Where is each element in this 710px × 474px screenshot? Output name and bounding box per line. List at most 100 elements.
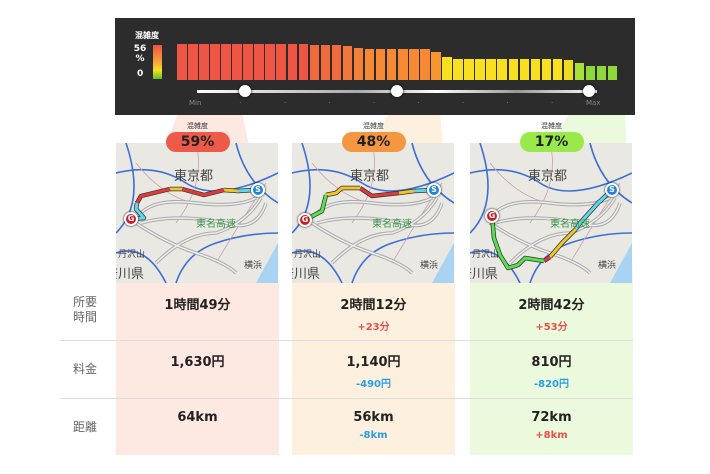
distance-diff: +8km (535, 430, 568, 441)
congestion-badge: 59% (165, 132, 230, 152)
congestion-bar (254, 44, 264, 80)
congestion-bar (431, 52, 441, 80)
map-label-tanzawa: 丹沢山 (472, 250, 500, 260)
congestion-bar (287, 44, 297, 80)
distance-diff: -8km (359, 430, 388, 441)
congestion-bar (607, 65, 618, 80)
congestion-bar (364, 49, 375, 80)
congestion-bar (199, 44, 209, 80)
congestion-bar (563, 60, 574, 80)
congestion-bar (442, 56, 452, 80)
route-segment (359, 186, 400, 198)
congestion-bar (585, 65, 596, 80)
route-segment (223, 188, 239, 193)
time-value: 2時間12分 (340, 298, 407, 313)
congestion-bar (398, 49, 408, 80)
map-label-kanagawa: 神奈川県 (292, 267, 321, 282)
congestion-bar (177, 44, 187, 80)
slider-tick: · (328, 99, 331, 107)
congestion-bar (552, 58, 563, 80)
slider-knob[interactable] (583, 85, 595, 97)
route-2-distance: 56km -8km (292, 410, 455, 441)
congestion-panel: 混雑度 56% 0 Min Max · · · · · · · · (115, 18, 635, 115)
slider-tick: · (506, 99, 509, 107)
congestion-bar (243, 44, 253, 80)
route-1-column (116, 283, 279, 455)
row-divider (60, 340, 633, 341)
congestion-bar (353, 47, 364, 80)
route-2-fee: 1,140円 -490円 (292, 351, 455, 390)
slider-knob[interactable] (239, 85, 251, 97)
row-label-fee: 料金 (72, 362, 97, 376)
time-value: 2時間42分 (518, 298, 585, 313)
congestion-bar (574, 63, 585, 80)
congestion-bar (331, 45, 342, 80)
congestion-bar (232, 44, 242, 80)
slider-tick: · (462, 99, 465, 107)
congestion-bar (420, 49, 430, 80)
map-label-yokohama: 横浜 (598, 261, 617, 271)
route-2-time: 2時間12分 +23分 (292, 294, 455, 333)
map-label-kanagawa: 神奈川県 (470, 267, 499, 282)
goal-marker-icon: G (124, 212, 138, 226)
fee-diff: -490円 (355, 379, 392, 390)
congestion-bar (530, 58, 541, 80)
goal-marker-icon: G (485, 209, 499, 223)
congestion-bar (519, 58, 530, 80)
congestion-bar (409, 49, 419, 80)
slider-tick: · (239, 99, 242, 107)
legend-max: 56% (133, 44, 147, 64)
fee-value: 810円 (531, 355, 572, 370)
slider-knob[interactable] (391, 85, 403, 97)
start-marker-icon: S (427, 183, 441, 197)
route-segment (181, 187, 225, 197)
route-segment (325, 186, 360, 197)
route-1-fee: 1,630円 (116, 351, 279, 370)
congestion-bar (298, 44, 309, 80)
slider-min-label: Min (189, 99, 202, 107)
map-label-tanzawa: 丹沢山 (294, 250, 322, 260)
congestion-bar (342, 45, 353, 80)
route-map-3[interactable]: 東京都東名高速丹沢山神奈川県 横浜 S G (470, 143, 632, 283)
route-segment (574, 188, 614, 230)
route-3-fee: 810円 -820円 (470, 351, 633, 390)
time-value: 1時間49分 (164, 298, 231, 313)
route-map-1[interactable]: 東京都東名高速丹沢山神奈川県 横浜 S G (116, 143, 278, 283)
route-segment (398, 189, 415, 195)
route-map-2[interactable]: 東京都東名高速丹沢山神奈川県 横浜 S G (292, 143, 454, 283)
fee-diff: -820円 (533, 379, 570, 390)
congestion-bar (265, 44, 275, 80)
route-3-column (470, 283, 633, 455)
slider-tick: · (417, 99, 420, 107)
row-divider (60, 398, 633, 399)
route-2-column (292, 283, 455, 455)
map-label-tokyo: 東京都 (174, 169, 214, 184)
map-label-tokyo: 東京都 (528, 169, 568, 184)
congestion-bar (386, 49, 397, 80)
congestion-bar (453, 58, 463, 80)
time-diff: +23分 (357, 322, 390, 333)
row-label-distance: 距離 (72, 420, 97, 434)
map-label-kanagawa: 神奈川県 (116, 267, 145, 282)
congestion-bar (276, 44, 286, 80)
congestion-label: 混雑度 (187, 122, 208, 130)
map-label-tomei-expressway: 東名高速 (550, 219, 590, 230)
goal-marker-icon: G (298, 213, 312, 227)
start-marker-icon: S (605, 183, 619, 197)
congestion-bar (475, 58, 485, 80)
route-segment (490, 215, 545, 270)
congestion-bar (596, 65, 607, 80)
congestion-bar (486, 58, 496, 80)
map-label-tomei-expressway: 東名高速 (196, 219, 236, 230)
route-1-time: 1時間49分 (116, 294, 279, 313)
map-label-tomei-expressway: 東名高速 (372, 219, 412, 230)
route-segment (543, 255, 551, 263)
route-segment (135, 187, 171, 204)
congestion-bar (210, 44, 220, 80)
map-label-yokohama: 横浜 (244, 261, 263, 271)
legend-gradient (153, 45, 162, 79)
time-diff: +53分 (535, 322, 568, 333)
route-segment (548, 227, 578, 258)
route-3-distance: 72km +8km (470, 410, 633, 441)
congestion-bar (497, 58, 507, 80)
